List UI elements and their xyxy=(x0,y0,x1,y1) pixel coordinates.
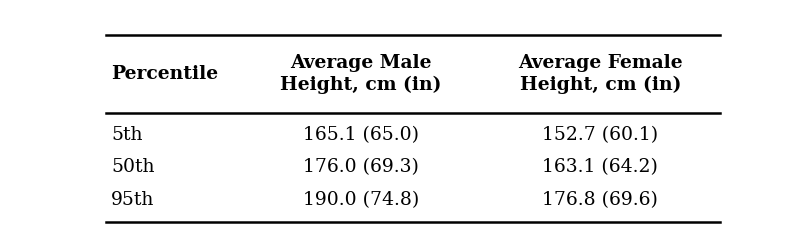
Text: Percentile: Percentile xyxy=(111,65,218,83)
Text: 176.8 (69.6): 176.8 (69.6) xyxy=(542,191,658,209)
Text: 152.7 (60.1): 152.7 (60.1) xyxy=(542,126,658,144)
Text: 190.0 (74.8): 190.0 (74.8) xyxy=(303,191,419,209)
Text: Average Male
Height, cm (in): Average Male Height, cm (in) xyxy=(280,54,442,94)
Text: 50th: 50th xyxy=(111,159,154,176)
Text: 5th: 5th xyxy=(111,126,142,144)
Text: 163.1 (64.2): 163.1 (64.2) xyxy=(542,159,658,176)
Text: 95th: 95th xyxy=(111,191,154,209)
Text: 176.0 (69.3): 176.0 (69.3) xyxy=(303,159,419,176)
Text: 165.1 (65.0): 165.1 (65.0) xyxy=(303,126,419,144)
Text: Average Female
Height, cm (in): Average Female Height, cm (in) xyxy=(518,54,682,94)
